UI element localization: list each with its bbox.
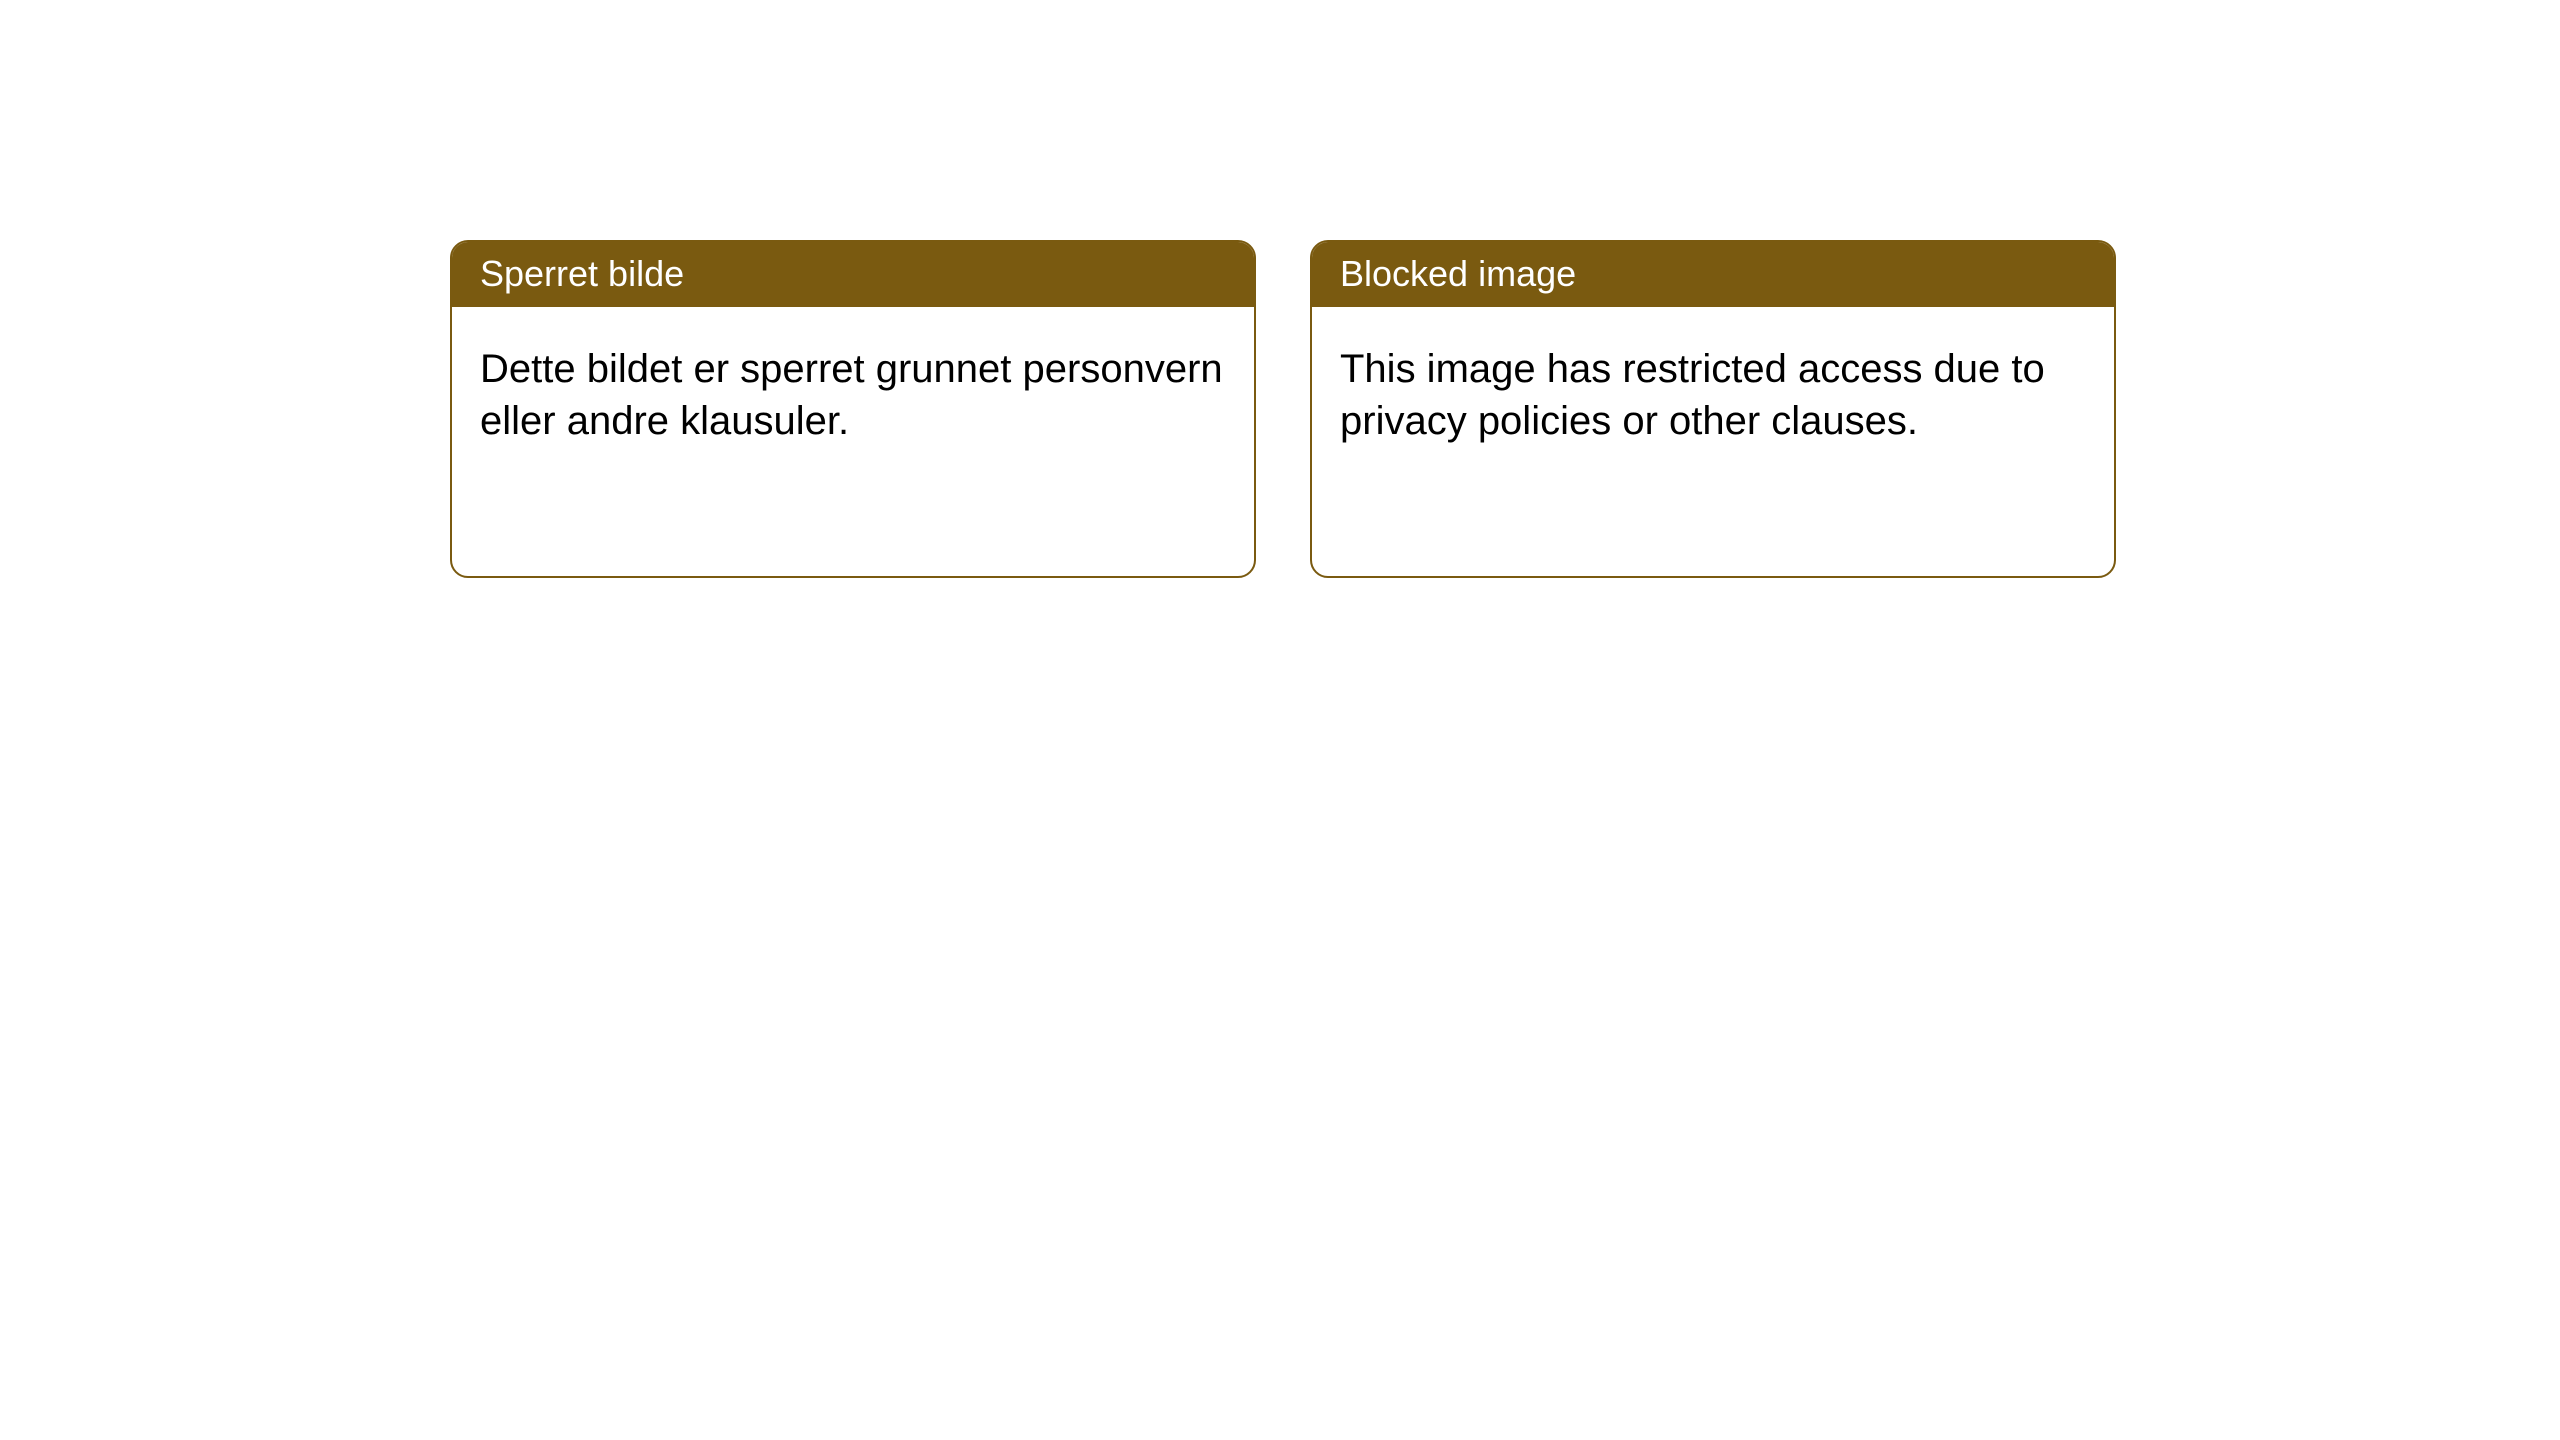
notice-container: Sperret bilde Dette bildet er sperret gr… bbox=[0, 0, 2560, 578]
notice-card-norwegian: Sperret bilde Dette bildet er sperret gr… bbox=[450, 240, 1256, 578]
notice-title-english: Blocked image bbox=[1312, 242, 2114, 307]
notice-title-norwegian: Sperret bilde bbox=[452, 242, 1254, 307]
notice-body-norwegian: Dette bildet er sperret grunnet personve… bbox=[452, 307, 1254, 475]
notice-card-english: Blocked image This image has restricted … bbox=[1310, 240, 2116, 578]
notice-body-english: This image has restricted access due to … bbox=[1312, 307, 2114, 475]
